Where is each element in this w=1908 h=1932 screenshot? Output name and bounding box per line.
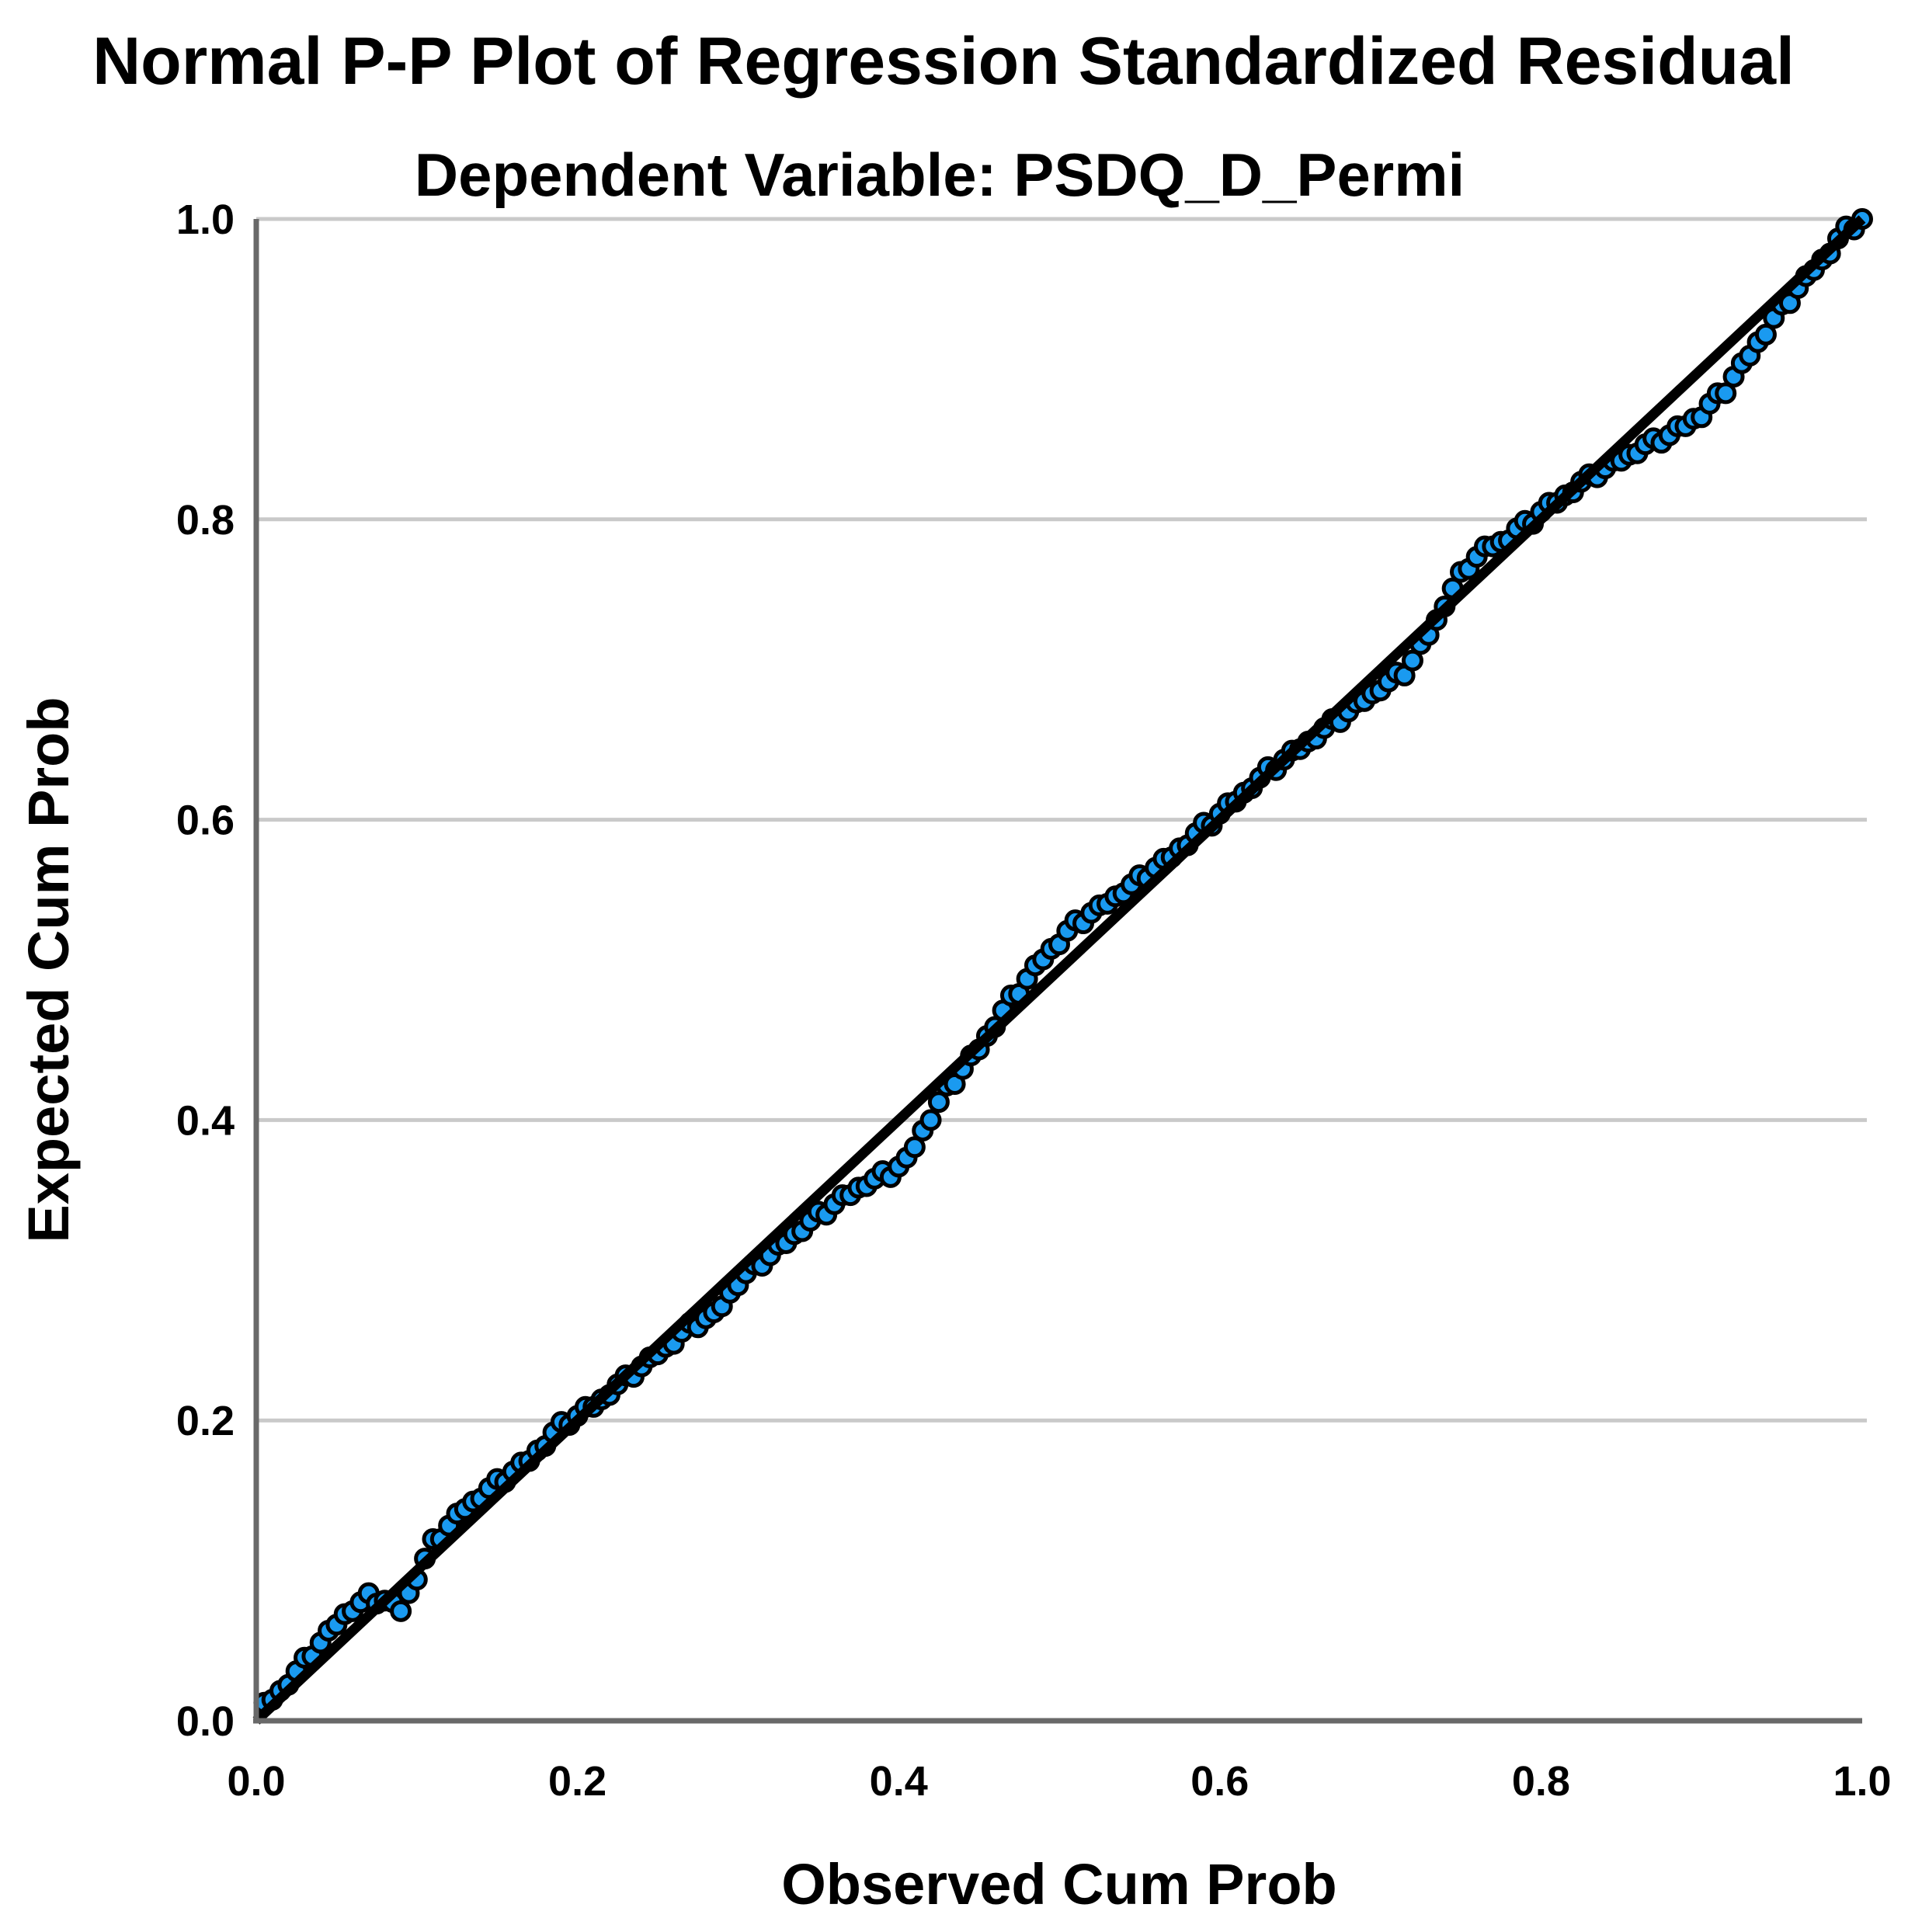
x-tick-label-1.0: 1.0: [1833, 1758, 1891, 1805]
x-tick-label-0.2: 0.2: [548, 1758, 606, 1805]
y-tick-label-0.0: 0.0: [176, 1698, 235, 1745]
x-axis-title: Observed Cum Prob: [781, 1852, 1337, 1916]
reference-line: [252, 215, 1866, 1725]
y-tick-label-1.0: 1.0: [176, 196, 235, 243]
y-tick-label-0.4: 0.4: [176, 1097, 235, 1144]
data-point: [1715, 382, 1737, 405]
y-tick-label-0.6: 0.6: [176, 797, 235, 844]
y-tick-labels: 0.0 0.2 0.4 0.6 0.8 1.0: [176, 196, 235, 1745]
x-tick-label-0.6: 0.6: [1190, 1758, 1249, 1805]
y-axis-title: Expected Cum Prob: [16, 697, 81, 1242]
gridlines: [256, 217, 1867, 1423]
chart-title: Normal P-P Plot of Regression Standardiz…: [92, 24, 1795, 99]
x-tick-label-0.0: 0.0: [227, 1758, 285, 1805]
data-point: [927, 1091, 950, 1114]
x-tick-label-0.4: 0.4: [870, 1758, 928, 1805]
chart-subtitle: Dependent Variable: PSDQ_D_Permi: [415, 141, 1465, 209]
data-point: [903, 1136, 926, 1159]
data-point: [1401, 649, 1423, 672]
data-point: [1754, 323, 1777, 346]
y-tick-label-0.2: 0.2: [176, 1398, 235, 1444]
x-tick-labels: 0.0 0.2 0.4 0.6 0.8 1.0: [227, 1758, 1891, 1805]
data-point: [919, 1109, 942, 1131]
data-point: [390, 1600, 412, 1622]
x-tick-label-0.8: 0.8: [1512, 1758, 1570, 1805]
y-tick-label-0.8: 0.8: [176, 497, 235, 544]
